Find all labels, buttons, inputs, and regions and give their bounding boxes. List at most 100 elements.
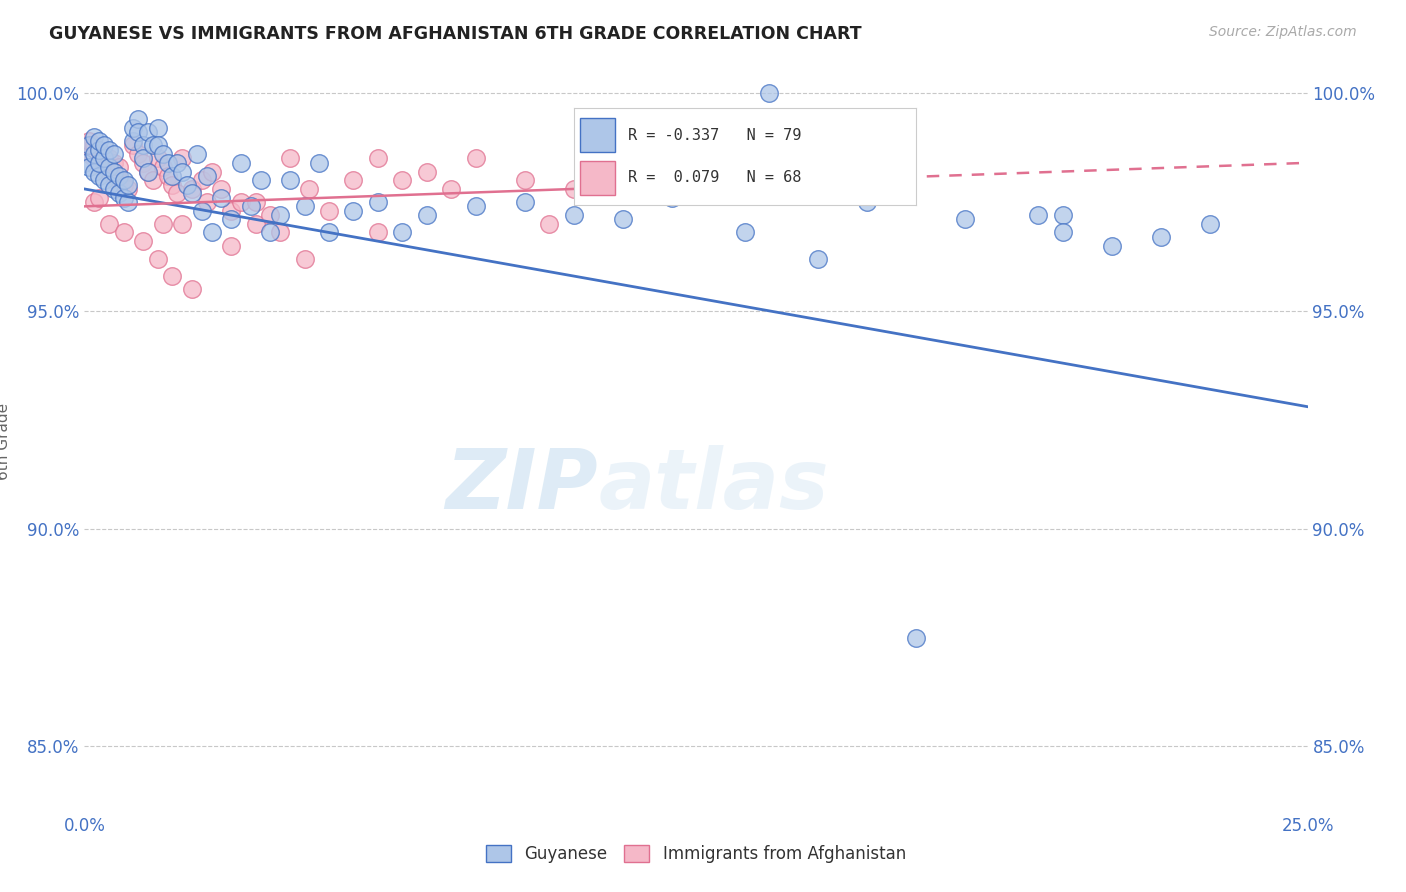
Point <box>953 212 976 227</box>
Point <box>219 238 242 252</box>
Point <box>259 208 281 222</box>
Point <box>181 282 204 296</box>
Point <box>73 156 96 170</box>
Point <box>278 173 301 187</box>
Point <box>172 152 194 166</box>
Point <box>132 156 155 170</box>
Point <box>97 160 120 174</box>
Point <box>127 112 149 127</box>
Point <box>127 125 149 139</box>
Point <box>152 217 174 231</box>
Point <box>83 164 105 178</box>
Point <box>1028 208 1050 222</box>
Point <box>156 169 179 183</box>
Point <box>117 178 139 192</box>
Point <box>136 164 159 178</box>
Point <box>122 120 145 135</box>
Point <box>259 226 281 240</box>
Point <box>229 194 252 209</box>
Point <box>239 199 262 213</box>
Point <box>209 191 232 205</box>
Point <box>367 152 389 166</box>
Point <box>142 173 165 187</box>
Point <box>97 164 120 178</box>
Point <box>1150 230 1173 244</box>
Point <box>103 182 125 196</box>
Point <box>1101 238 1123 252</box>
Point <box>107 186 129 201</box>
Point <box>87 143 110 157</box>
Point <box>200 164 222 178</box>
Point <box>97 152 120 166</box>
Point <box>513 194 536 209</box>
Point <box>1052 226 1074 240</box>
Point <box>278 152 301 166</box>
Point <box>87 156 110 170</box>
Point <box>83 129 105 144</box>
Point <box>166 186 188 201</box>
Point <box>219 212 242 227</box>
Point <box>294 252 316 266</box>
Point <box>97 143 120 157</box>
Point <box>87 156 110 170</box>
Point <box>107 169 129 183</box>
Point <box>112 173 135 187</box>
Y-axis label: 6th Grade: 6th Grade <box>0 403 11 480</box>
Point <box>117 182 139 196</box>
Point <box>245 194 267 209</box>
Point <box>103 169 125 183</box>
Point <box>73 138 96 153</box>
Point <box>146 252 169 266</box>
Point <box>245 217 267 231</box>
Text: atlas: atlas <box>598 445 828 526</box>
Point <box>166 156 188 170</box>
Point <box>83 194 105 209</box>
Point <box>103 156 125 170</box>
Point <box>734 226 756 240</box>
Point <box>249 173 271 187</box>
Text: GUYANESE VS IMMIGRANTS FROM AFGHANISTAN 6TH GRADE CORRELATION CHART: GUYANESE VS IMMIGRANTS FROM AFGHANISTAN … <box>49 25 862 43</box>
Point <box>269 208 291 222</box>
Point <box>142 138 165 153</box>
Point <box>807 252 830 266</box>
Point <box>83 138 105 153</box>
Point <box>391 226 413 240</box>
Point <box>103 164 125 178</box>
Point <box>464 152 486 166</box>
Point <box>513 173 536 187</box>
Point <box>172 217 194 231</box>
Point <box>709 182 731 196</box>
Point <box>195 169 218 183</box>
Point <box>229 156 252 170</box>
Point <box>83 147 105 161</box>
Text: Source: ZipAtlas.com: Source: ZipAtlas.com <box>1209 25 1357 39</box>
Point <box>162 268 184 283</box>
Point <box>146 120 169 135</box>
Point <box>195 194 218 209</box>
Point <box>93 173 115 187</box>
Point <box>107 160 129 174</box>
Point <box>112 178 135 192</box>
Point <box>112 191 135 205</box>
Point <box>176 178 198 192</box>
Point <box>103 147 125 161</box>
Point <box>181 182 204 196</box>
Point <box>93 160 115 174</box>
Point <box>93 152 115 166</box>
Point <box>186 147 208 161</box>
Point <box>162 178 184 192</box>
Point <box>191 203 214 218</box>
Point <box>308 156 330 170</box>
Point <box>905 631 928 645</box>
Point <box>77 138 100 153</box>
Point <box>77 147 100 161</box>
Point <box>758 86 780 100</box>
Point <box>87 143 110 157</box>
Point <box>562 208 585 222</box>
Point <box>132 138 155 153</box>
Point <box>661 191 683 205</box>
Point <box>77 160 100 174</box>
Point <box>93 138 115 153</box>
Point <box>132 152 155 166</box>
Point <box>127 147 149 161</box>
